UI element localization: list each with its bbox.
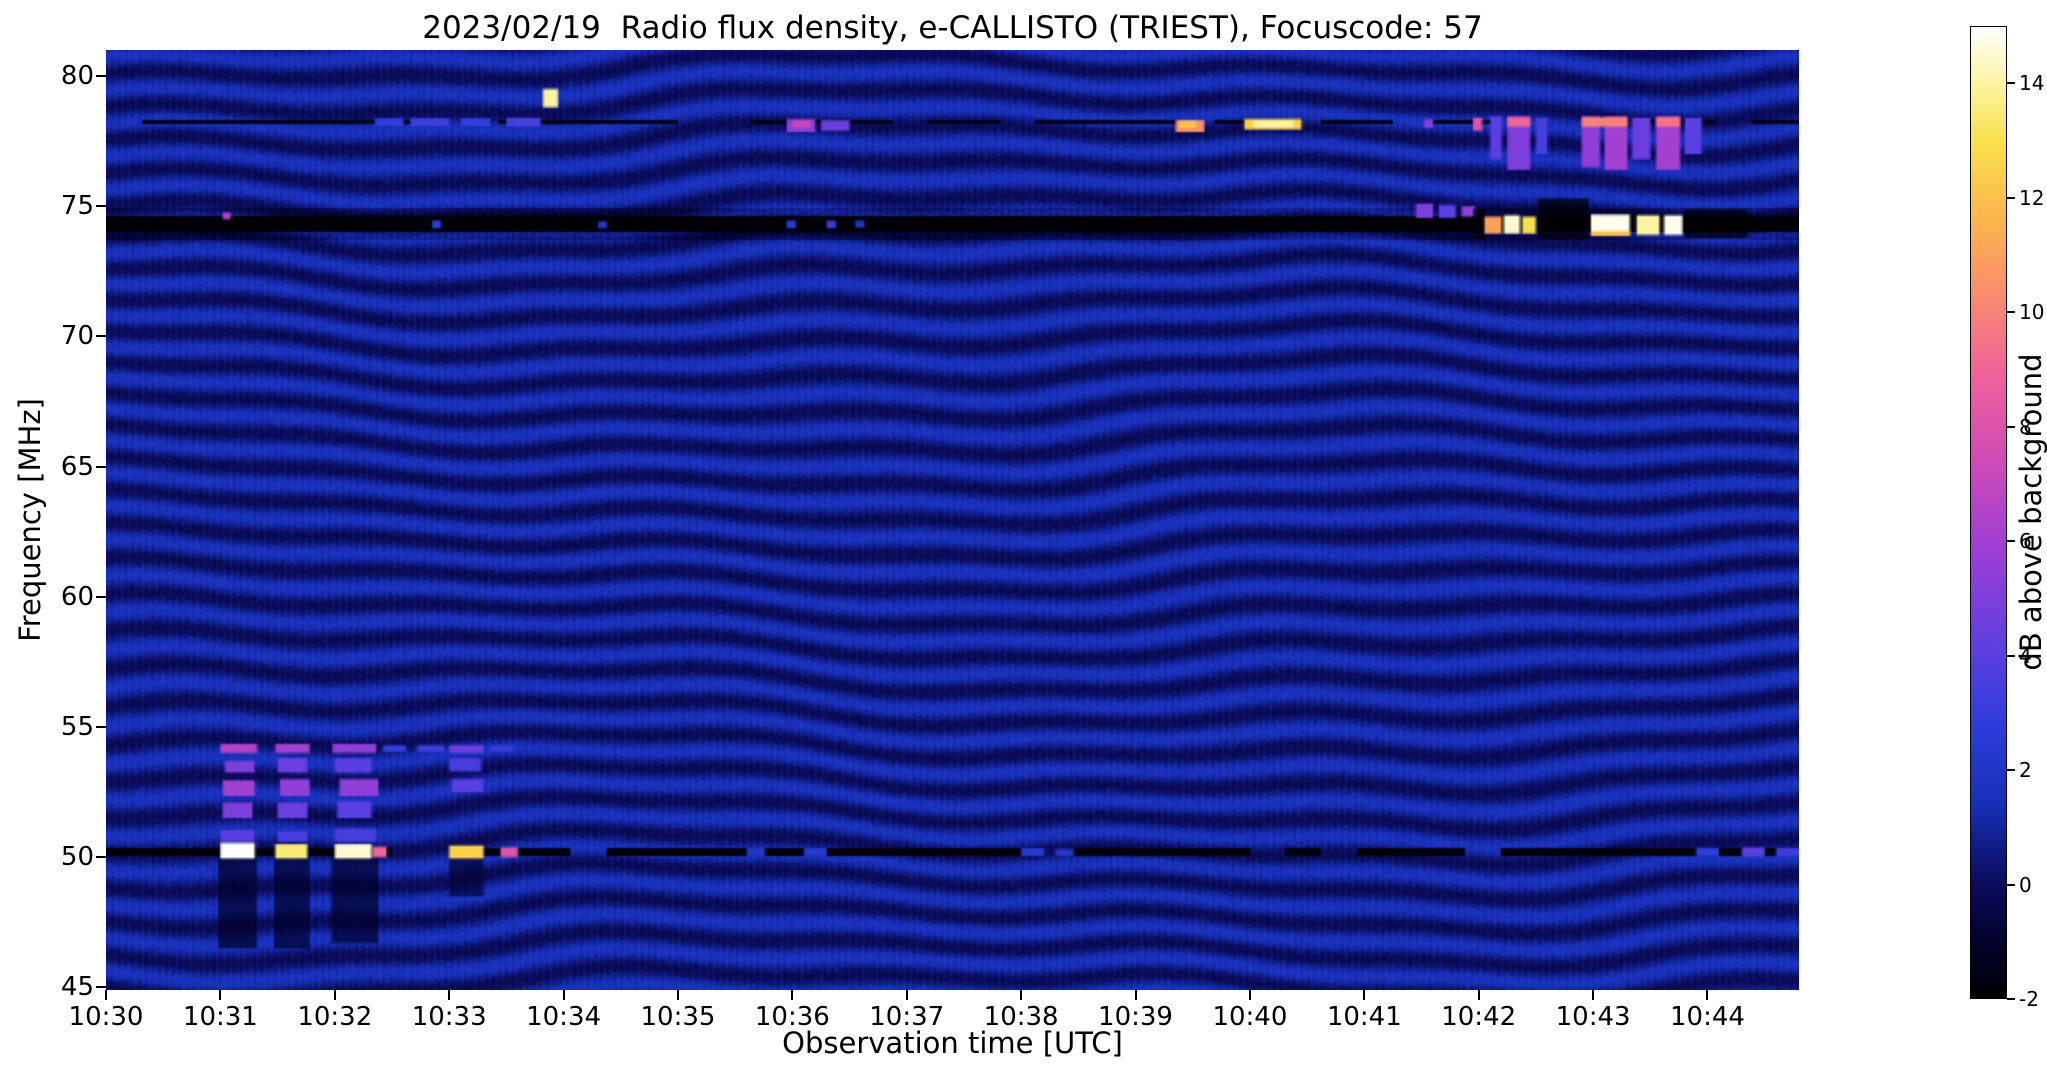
colorbar-tick-mark [2007, 654, 2015, 657]
colorbar-tick-label: -2 [2019, 987, 2039, 1011]
colorbar-tick-label: 2 [2019, 758, 2032, 783]
x-tick-label: 10:39 [1098, 1002, 1173, 1032]
x-tick-mark [219, 990, 222, 1000]
colorbar-tick-label: 0 [2019, 872, 2032, 897]
colorbar-gradient [1971, 27, 2006, 998]
colorbar [1970, 26, 2007, 999]
y-tick-mark [96, 986, 106, 989]
x-tick-label: 10:33 [411, 1002, 487, 1032]
colorbar-label: dB above background [2014, 353, 2047, 671]
x-axis-label: Observation time [UTC] [782, 1026, 1123, 1060]
y-tick-mark [96, 856, 106, 859]
x-tick-mark [791, 990, 794, 1000]
y-tick-label: 50 [60, 842, 94, 873]
y-tick-mark [96, 75, 106, 78]
colorbar-tick-mark [2007, 998, 2015, 1000]
x-tick-mark [1134, 990, 1137, 1000]
colorbar-tick-label: 8 [2019, 414, 2032, 439]
x-tick-label: 10:43 [1555, 1002, 1631, 1032]
colorbar-tick-mark [2007, 769, 2015, 772]
y-tick-mark [96, 335, 106, 338]
y-tick-label: 55 [60, 712, 94, 742]
x-tick-label: 10:32 [297, 1002, 373, 1032]
colorbar-tick-label: 14 [2019, 71, 2045, 96]
x-tick-label: 10:42 [1441, 1002, 1517, 1032]
colorbar-tick-label: 6 [2019, 529, 2032, 554]
y-tick-label: 70 [60, 321, 94, 352]
y-tick-label: 75 [60, 191, 94, 222]
x-tick-label: 10:40 [1212, 1002, 1288, 1032]
y-tick-mark [96, 726, 106, 728]
colorbar-tick-mark [2007, 311, 2015, 314]
colorbar-tick-mark [2007, 82, 2015, 85]
x-tick-mark [676, 990, 679, 1000]
x-tick-mark [333, 990, 336, 1000]
x-tick-label: 10:38 [983, 1002, 1059, 1032]
y-tick-label: 65 [60, 451, 94, 482]
x-tick-mark [105, 990, 107, 1000]
x-tick-mark [562, 990, 565, 1000]
y-tick-mark [96, 595, 106, 598]
y-tick-mark [96, 465, 106, 468]
x-tick-label: 10:31 [182, 1002, 258, 1032]
spectrogram-canvas [106, 50, 1799, 990]
x-tick-label: 10:34 [526, 1002, 602, 1032]
colorbar-tick-mark [2007, 196, 2015, 199]
colorbar-tick-mark [2007, 425, 2015, 428]
x-tick-label: 10:36 [754, 1002, 830, 1032]
x-tick-label: 10:30 [68, 1002, 144, 1032]
x-tick-mark [1477, 990, 1480, 1000]
x-tick-label: 10:35 [640, 1002, 716, 1032]
plot-area [106, 50, 1799, 990]
y-tick-label: 45 [60, 972, 94, 1003]
x-tick-mark [1706, 990, 1709, 1000]
y-tick-label: 60 [60, 581, 94, 612]
x-tick-mark [1020, 990, 1023, 1000]
y-tick-mark [96, 205, 106, 208]
x-tick-label: 10:44 [1670, 1002, 1745, 1032]
x-tick-mark [1363, 990, 1366, 1000]
x-tick-label: 10:41 [1326, 1002, 1402, 1032]
x-tick-mark [1592, 990, 1595, 1000]
colorbar-tick-label: 10 [2019, 300, 2045, 325]
colorbar-tick-mark [2007, 883, 2015, 886]
x-tick-mark [448, 990, 451, 1000]
colorbar-tick-mark [2007, 540, 2015, 543]
chart-title: 2023/02/19 Radio flux density, e-CALLIST… [422, 10, 1483, 46]
x-tick-label: 10:37 [869, 1002, 945, 1032]
y-tick-label: 80 [60, 61, 94, 92]
x-tick-mark [1248, 990, 1251, 1000]
colorbar-tick-label: 12 [2019, 185, 2045, 210]
x-tick-mark [905, 990, 908, 1000]
colorbar-tick-label: 4 [2019, 643, 2032, 668]
